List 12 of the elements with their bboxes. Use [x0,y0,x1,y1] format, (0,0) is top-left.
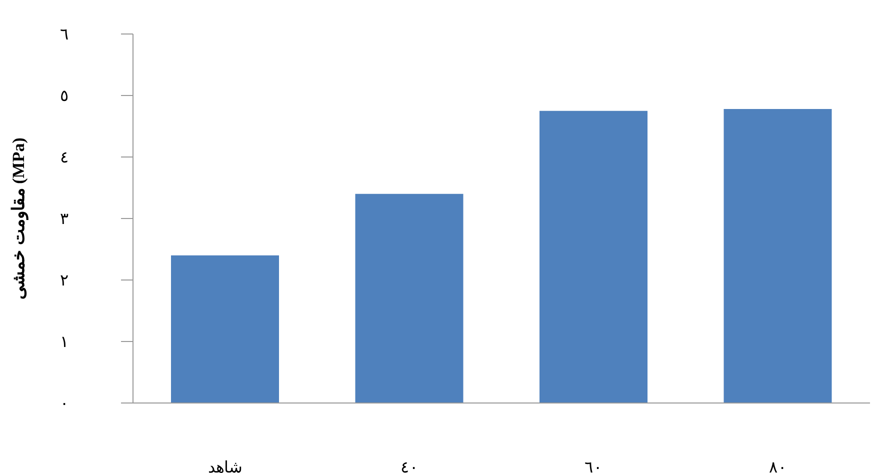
x-tick-label: شاهد [208,459,242,473]
y-tick-label: ٤ [60,150,69,167]
y-tick-label: ٢ [60,272,69,290]
y-tick-label: ٥ [60,88,69,106]
y-tick-label: ٠ [60,396,69,413]
x-tick-label: ٤٠ [400,459,418,473]
y-tick-label: ٦ [60,26,69,44]
y-tick-label: ٣ [60,211,69,228]
y-tick-label: ١ [60,334,69,352]
x-tick-label: ٦٠ [584,459,603,473]
x-tick-label: ٨٠ [768,459,787,473]
y-axis-title: مقاومت خمشی (MPa) [9,138,30,300]
